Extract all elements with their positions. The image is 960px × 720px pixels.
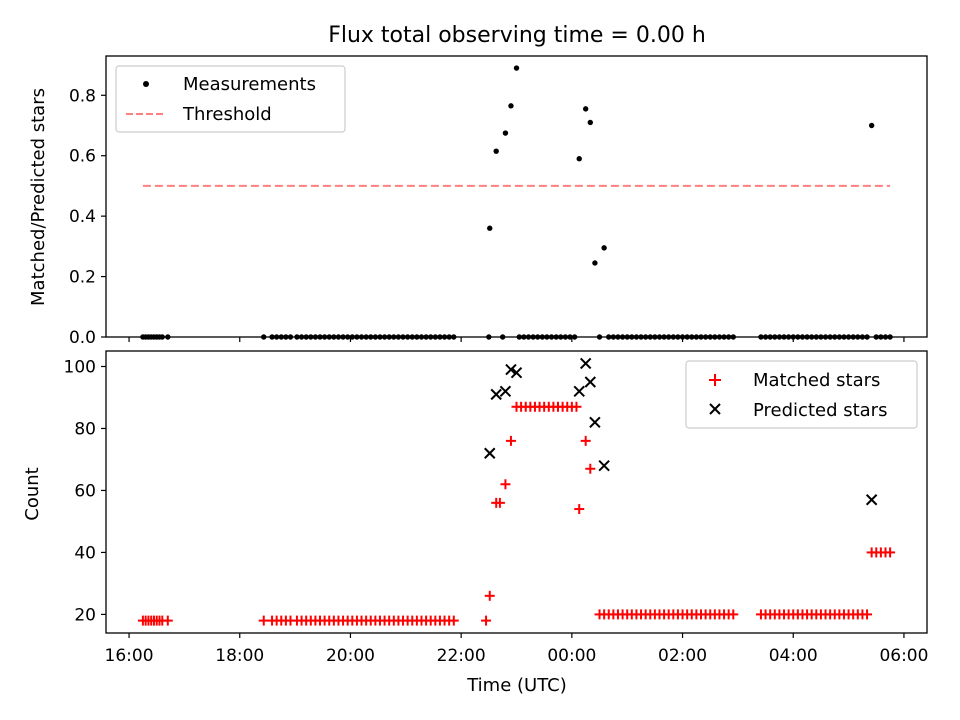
y-tick-label: 0.0 — [69, 328, 96, 348]
y-tick-label: 0.4 — [69, 207, 96, 227]
matched-star-point — [580, 435, 591, 446]
legend-measurements-label: Measurements — [183, 74, 316, 95]
x-tick-label: 22:00 — [437, 646, 486, 666]
measurement-point — [493, 148, 499, 154]
measurement-point — [582, 106, 589, 112]
matched-star-point — [481, 615, 492, 626]
bottom-legend: Matched stars Predicted stars — [685, 360, 918, 429]
legend-matched-label: Matched stars — [753, 370, 880, 391]
y-tick-label: 0.6 — [69, 147, 96, 167]
matched-star-point — [885, 547, 896, 558]
y-tick-label: 0.2 — [69, 268, 96, 288]
matched-star-point — [505, 435, 516, 446]
matched-star-point — [574, 504, 585, 515]
matched-star-point — [162, 615, 173, 626]
chart-title: Flux total observing time = 0.00 h — [328, 23, 706, 48]
matched-star-point — [484, 590, 495, 601]
bottom-axes-frame — [105, 350, 928, 634]
legend-measurements-marker — [143, 81, 149, 87]
x-tick-label: 20:00 — [326, 646, 375, 666]
matched-star-point — [728, 609, 739, 620]
predicted-star-point — [490, 388, 502, 401]
measurement-point — [868, 122, 875, 129]
bottom-marks — [137, 357, 896, 626]
matched-star-point — [500, 479, 511, 490]
x-tick-label: 00:00 — [547, 646, 596, 666]
bottom-legend-box — [685, 360, 918, 429]
y-tick-label: 60 — [74, 481, 96, 501]
predicted-star-point — [484, 447, 496, 459]
x-tick-label: 04:00 — [769, 646, 818, 666]
matched-star-point — [494, 497, 505, 508]
predicted-star-point — [598, 459, 610, 472]
measurement-point — [502, 130, 509, 136]
measurement-point — [508, 103, 514, 109]
legend-threshold-label: Threshold — [182, 104, 272, 125]
top-y-ticks: 0.0 0.2 0.4 0.6 0.8 — [69, 86, 106, 348]
y-tick-label: 40 — [74, 543, 96, 563]
matched-star-point — [585, 463, 596, 474]
measurement-point — [576, 156, 582, 162]
predicted-star-point — [510, 366, 523, 379]
bottom-panel: 20 40 60 80 100 16:00 18:00 20:00 22:00 00:00 02:… — [22, 350, 928, 696]
bottom-y-ticks: 20 40 60 80 100 — [64, 357, 106, 625]
top-axes-frame — [105, 55, 928, 338]
predicted-star-point — [579, 357, 592, 370]
measurement-point — [587, 119, 593, 126]
predicted-star-point — [589, 416, 601, 428]
y-tick-label: 100 — [64, 357, 96, 377]
predicted-star-point — [505, 363, 517, 376]
predicted-star-point — [865, 494, 878, 506]
measurement-point — [601, 245, 607, 251]
bottom-y-axis-label: Count — [22, 467, 43, 520]
predicted-star-point — [573, 385, 585, 397]
y-tick-label: 20 — [74, 605, 96, 625]
bottom-x-ticks: 16:00 18:00 20:00 22:00 00:00 02:00 04:00 06:00 — [105, 633, 928, 666]
predicted-star-point — [584, 376, 597, 388]
measurement-point — [592, 260, 598, 266]
legend-predicted-marker — [709, 403, 721, 415]
x-tick-label: 06:00 — [879, 646, 928, 666]
top-x-ticks — [128, 337, 905, 342]
top-panel: 0.00.20.40.60.8 Matched/Predicted stars … — [28, 55, 928, 348]
top-y-axis-label: Matched/Predicted stars — [28, 88, 49, 306]
top-legend-box — [115, 65, 346, 133]
y-tick-label: 80 — [74, 419, 96, 439]
matched-star-point — [448, 615, 459, 626]
legend-matched-marker — [709, 374, 721, 386]
measurement-point — [487, 225, 493, 231]
top-legend: Measurements Threshold — [115, 65, 346, 133]
x-tick-label: 16:00 — [105, 646, 154, 666]
matched-star-point — [862, 609, 873, 620]
legend-predicted-label: Predicted stars — [753, 400, 887, 421]
x-tick-label: 02:00 — [658, 646, 707, 666]
y-tick-label: 0.8 — [69, 86, 96, 106]
matched-star-point — [571, 401, 582, 412]
x-axis-label: Time (UTC) — [466, 675, 567, 696]
predicted-star-point — [499, 385, 512, 397]
measurement-point — [513, 65, 520, 71]
x-tick-label: 18:00 — [215, 646, 264, 666]
